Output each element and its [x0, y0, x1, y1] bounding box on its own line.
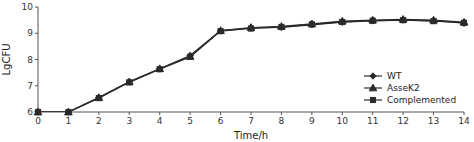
legend-label: WT — [387, 71, 402, 81]
x-tick-label: 0 — [35, 116, 41, 126]
x-tick-label: 12 — [397, 116, 408, 126]
x-tick — [98, 112, 99, 115]
y-tick-label: 6 — [27, 107, 33, 117]
legend: WT AsseK2 Complemented — [364, 71, 456, 105]
y-axis-label: LgCFU — [1, 44, 12, 76]
x-tick — [159, 112, 160, 115]
chart: 01234567891011121314678910Time/hLgCFUWTA… — [0, 0, 474, 142]
y-tick-label: 9 — [27, 28, 33, 38]
point — [248, 25, 254, 31]
point — [126, 79, 132, 85]
x-tick-label: 7 — [248, 116, 254, 126]
x-tick — [251, 112, 252, 115]
y-tick-label: 7 — [27, 81, 33, 91]
point — [247, 24, 255, 31]
x-tick — [220, 112, 221, 115]
x-tick — [433, 112, 434, 115]
point — [217, 27, 223, 33]
series-line-group — [38, 20, 464, 112]
series-line-group — [38, 20, 464, 112]
x-tick-label: 13 — [428, 116, 439, 126]
legend-label: Complemented — [387, 95, 456, 105]
x-axis-label: Time/h — [233, 130, 268, 141]
x-tick-label: 4 — [157, 116, 163, 126]
series-line — [38, 20, 464, 112]
x-tick-label: 2 — [96, 116, 102, 126]
x-tick-label: 1 — [66, 116, 72, 126]
point — [66, 109, 71, 114]
point — [339, 19, 345, 25]
x-tick-label: 14 — [458, 116, 470, 126]
y-tick — [35, 59, 38, 60]
x-tick-label: 9 — [309, 116, 315, 126]
point — [309, 22, 315, 28]
point — [156, 65, 164, 72]
x-tick — [342, 112, 343, 115]
legend-marker — [369, 84, 377, 91]
y-tick-label: 8 — [27, 55, 33, 65]
point — [401, 18, 406, 23]
series-line — [38, 20, 464, 112]
y-tick — [35, 7, 38, 8]
point — [35, 109, 40, 114]
point — [96, 94, 102, 100]
x-tick — [403, 112, 404, 115]
x-tick-label: 10 — [337, 116, 349, 126]
point — [65, 109, 71, 115]
x-tick — [281, 112, 282, 115]
point — [370, 18, 375, 23]
x-tick — [190, 112, 191, 115]
x-tick-label: 5 — [187, 116, 193, 126]
series-line-group — [38, 19, 464, 112]
point — [34, 108, 42, 115]
y-tick — [35, 85, 38, 86]
plot-area — [34, 16, 468, 116]
series — [35, 18, 466, 115]
x-tick — [129, 112, 130, 115]
point — [157, 65, 163, 71]
point — [35, 109, 41, 115]
point — [400, 17, 406, 23]
y-tick-label: 10 — [22, 2, 34, 12]
point — [278, 24, 284, 30]
x-tick-label: 6 — [218, 116, 224, 126]
x-tick-label: 11 — [367, 116, 378, 126]
point — [430, 17, 436, 23]
x-tick — [464, 112, 465, 115]
series — [35, 17, 467, 115]
series — [34, 16, 468, 115]
point — [430, 16, 438, 23]
legend-label: AsseK2 — [387, 83, 420, 93]
series-line — [38, 19, 464, 112]
point — [461, 20, 467, 26]
x-tick — [311, 112, 312, 115]
x-tick-label: 3 — [126, 116, 132, 126]
x-tick — [372, 112, 373, 115]
y-tick — [35, 33, 38, 34]
point — [370, 18, 376, 24]
legend-marker — [370, 73, 376, 79]
x-tick-label: 8 — [279, 116, 285, 126]
point — [65, 108, 73, 115]
point — [187, 52, 193, 58]
point — [340, 19, 345, 24]
legend-marker — [370, 97, 375, 102]
